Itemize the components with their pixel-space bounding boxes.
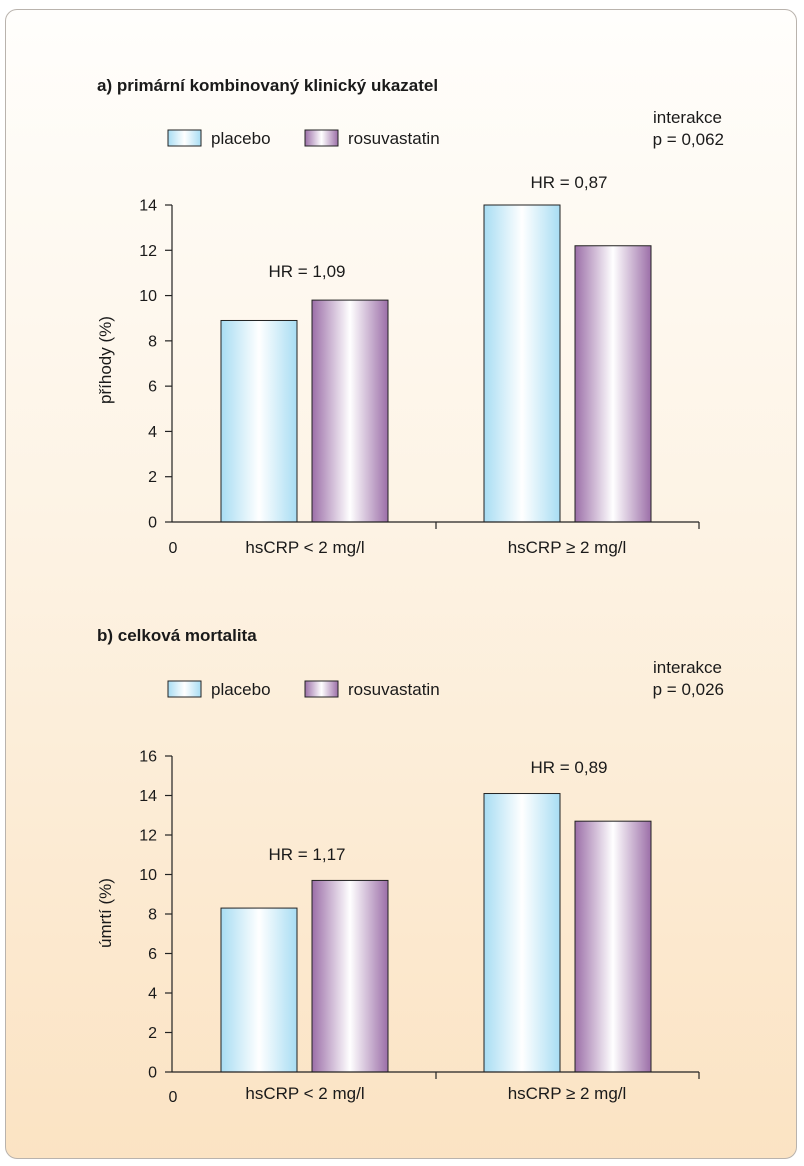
chart-b-category-2: hsCRP ≥ 2 mg/l (508, 1084, 627, 1103)
chart-a-bar-rosuvastatin-2 (574, 245, 652, 523)
figure-panel (5, 9, 797, 1159)
chart-a-hr-annotation-2: HR = 0,87 (530, 173, 607, 192)
chart-a-y-tick-label: 12 (139, 243, 157, 260)
chart-a-y-tick-label: 4 (148, 424, 157, 441)
chart-a-title: a) primární kombinovaný klinický ukazate… (97, 76, 438, 95)
chart-b-legend-placebo-label: placebo (211, 680, 271, 699)
chart-b-origin-label: 0 (169, 1089, 178, 1106)
chart-b-y-tick-label: 12 (139, 828, 157, 845)
chart-a-interaction-p: p = 0,062 (653, 130, 724, 149)
chart-a-interaction-label: interakce (653, 108, 722, 127)
chart-a-bar-placebo-1 (220, 319, 298, 523)
chart-b-title: b) celková mortalita (97, 626, 257, 645)
chart-a-y-tick-label: 2 (148, 469, 157, 486)
chart-a-bar-rosuvastatin-1 (311, 299, 389, 523)
chart-a-legend-rosuvastatin-swatch (304, 129, 339, 147)
chart-b-hr-annotation-1: HR = 1,17 (268, 845, 345, 864)
chart-b-y-tick-label: 16 (139, 749, 157, 766)
chart-a-y-tick-label: 8 (148, 333, 157, 350)
chart-a-category-2: hsCRP ≥ 2 mg/l (508, 538, 627, 557)
chart-b-interaction-label: interakce (653, 658, 722, 677)
chart-b-category-1: hsCRP < 2 mg/l (245, 1084, 364, 1103)
chart-b-legend-rosuvastatin-label: rosuvastatin (348, 680, 440, 699)
chart-b-bar-placebo-1 (220, 907, 298, 1073)
chart-b-y-ticks: 0 2 4 6 8 10 12 14 16 (139, 749, 172, 1082)
chart-b-y-tick-label: 10 (139, 867, 157, 884)
chart-b-y-tick-label: 4 (148, 986, 157, 1003)
chart-a-y-tick-label: 10 (139, 288, 157, 305)
chart-b-hr-annotation-2: HR = 0,89 (530, 758, 607, 777)
chart-a-legend-placebo-swatch (167, 129, 202, 147)
chart-a: a) primární kombinovaný klinický ukazate… (96, 76, 724, 557)
chart-b-y-tick-label: 2 (148, 1025, 157, 1042)
chart-b-legend-placebo-swatch (167, 680, 202, 698)
chart-b-bar-rosuvastatin-1 (311, 879, 389, 1073)
chart-b-y-tick-label: 0 (148, 1065, 157, 1082)
chart-b-legend-rosuvastatin-swatch (304, 680, 339, 698)
chart-a-origin-label: 0 (169, 540, 178, 557)
chart-a-legend-rosuvastatin-label: rosuvastatin (348, 129, 440, 148)
chart-a-bar-placebo-2 (483, 204, 561, 523)
chart-b: b) celková mortalita interakce p = 0,026… (96, 626, 724, 1106)
chart-a-y-ticks: 0 2 4 6 8 10 12 14 (139, 198, 172, 532)
chart-b-interaction-p: p = 0,026 (653, 680, 724, 699)
chart-a-hr-annotation-1: HR = 1,09 (268, 262, 345, 281)
chart-b-y-tick-label: 6 (148, 946, 157, 963)
chart-a-y-tick-label: 6 (148, 379, 157, 396)
chart-a-y-tick-label: 0 (148, 515, 157, 532)
chart-a-bars (220, 204, 652, 523)
chart-a-legend-placebo-label: placebo (211, 129, 271, 148)
chart-b-y-tick-label: 14 (139, 788, 157, 805)
chart-b-y-axis-label: úmrtí (%) (96, 878, 115, 948)
chart-a-category-1: hsCRP < 2 mg/l (245, 538, 364, 557)
chart-a-y-axis-label: příhody (%) (96, 316, 115, 404)
chart-b-y-tick-label: 8 (148, 907, 157, 924)
chart-a-y-tick-label: 14 (139, 198, 157, 215)
chart-b-bar-placebo-2 (483, 793, 561, 1073)
chart-b-bars (220, 793, 652, 1073)
chart-b-bar-rosuvastatin-2 (574, 820, 652, 1073)
